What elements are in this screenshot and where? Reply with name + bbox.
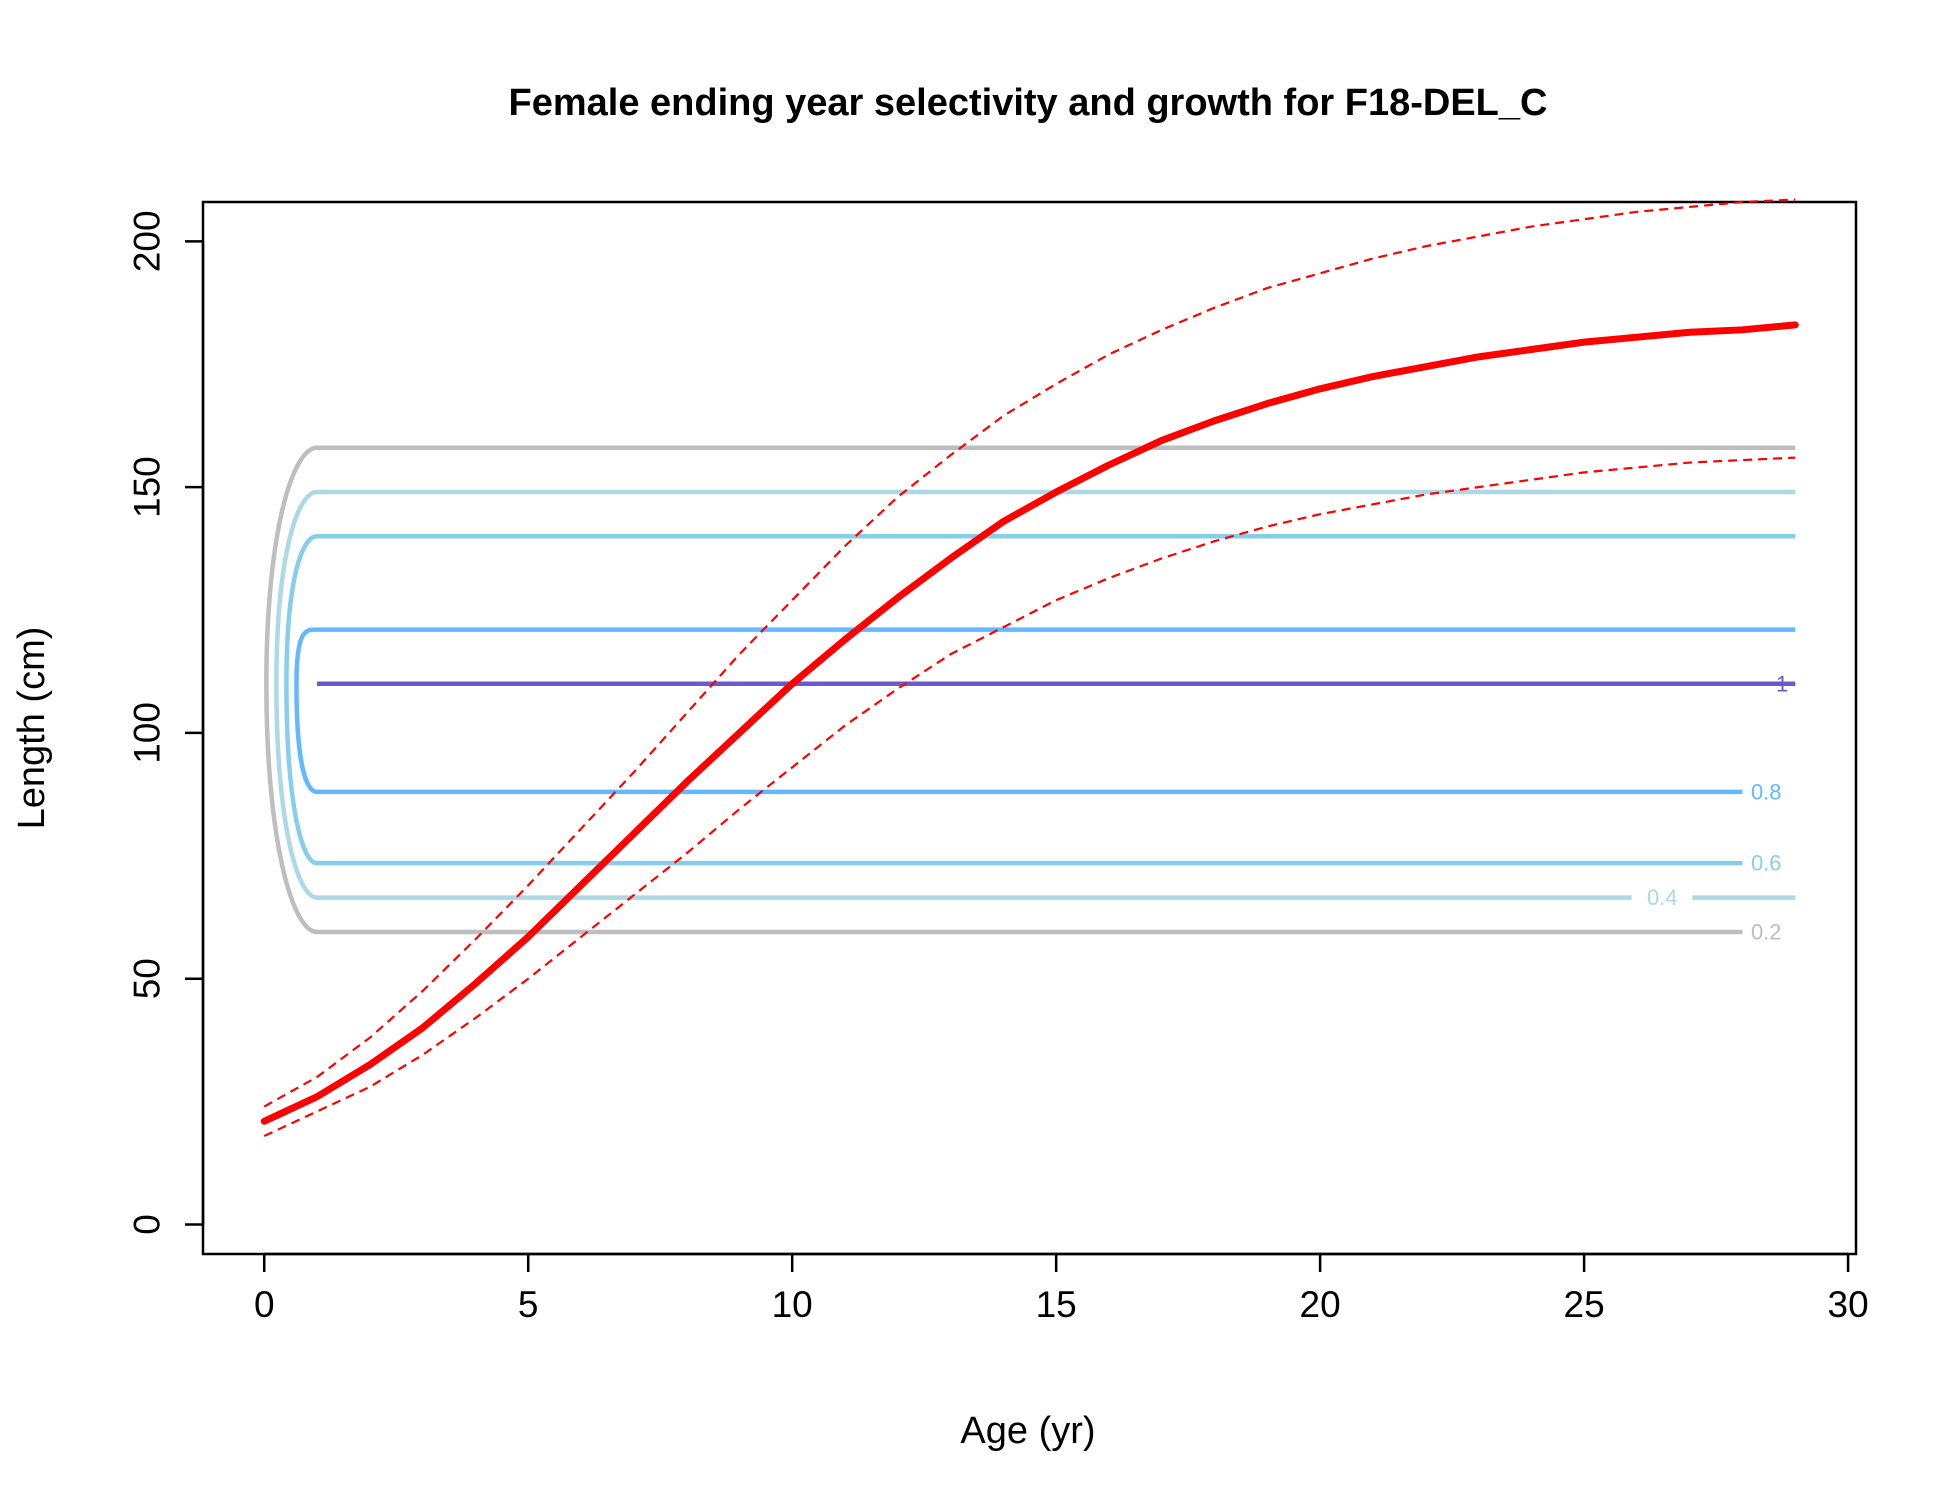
contour-line-0-2 [264,445,1796,935]
contour-label: 1 [1776,671,1788,696]
plot-area [201,200,1858,1256]
y-tick-label: 0 [127,1214,168,1235]
y-axis: 0 50 100 150 200 [127,210,205,1235]
x-tick-label: 10 [772,1284,813,1325]
x-tick-label: 25 [1564,1284,1605,1325]
contour-line-0-6 [284,534,1796,866]
x-tick-label: 5 [518,1284,539,1325]
x-tick-label: 20 [1300,1284,1341,1325]
x-axis-label: Age (yr) [960,1410,1095,1452]
chart-title: Female ending year selectivity and growt… [509,82,1548,124]
growth-upper-line [263,198,1796,1108]
contour-label: 0.6 [1751,851,1782,876]
y-axis-label: Length (cm) [11,627,53,830]
y-tick-label: 150 [127,456,168,518]
y-tick-label: 100 [127,702,168,764]
selectivity-contours: 0.2 0.4 0.6 0.8 1 [264,445,1796,945]
y-tick-label: 50 [127,958,168,999]
contour-label: 0.2 [1751,920,1782,945]
contour-line-0-4 [274,489,1796,900]
growth-curves [260,198,1799,1138]
contour-line-0-8 [294,627,1796,795]
x-tick-label: 15 [1036,1284,1077,1325]
contour-label: 0.8 [1751,779,1782,804]
growth-mean-line [260,321,1799,1125]
y-tick-label: 200 [127,210,168,272]
contour-label: 0.4 [1647,885,1678,910]
x-tick-label: 0 [254,1284,275,1325]
x-tick-label: 30 [1828,1284,1869,1325]
growth-lower-line [263,456,1796,1138]
x-axis: 0 5 10 15 20 25 30 [254,1252,1869,1325]
